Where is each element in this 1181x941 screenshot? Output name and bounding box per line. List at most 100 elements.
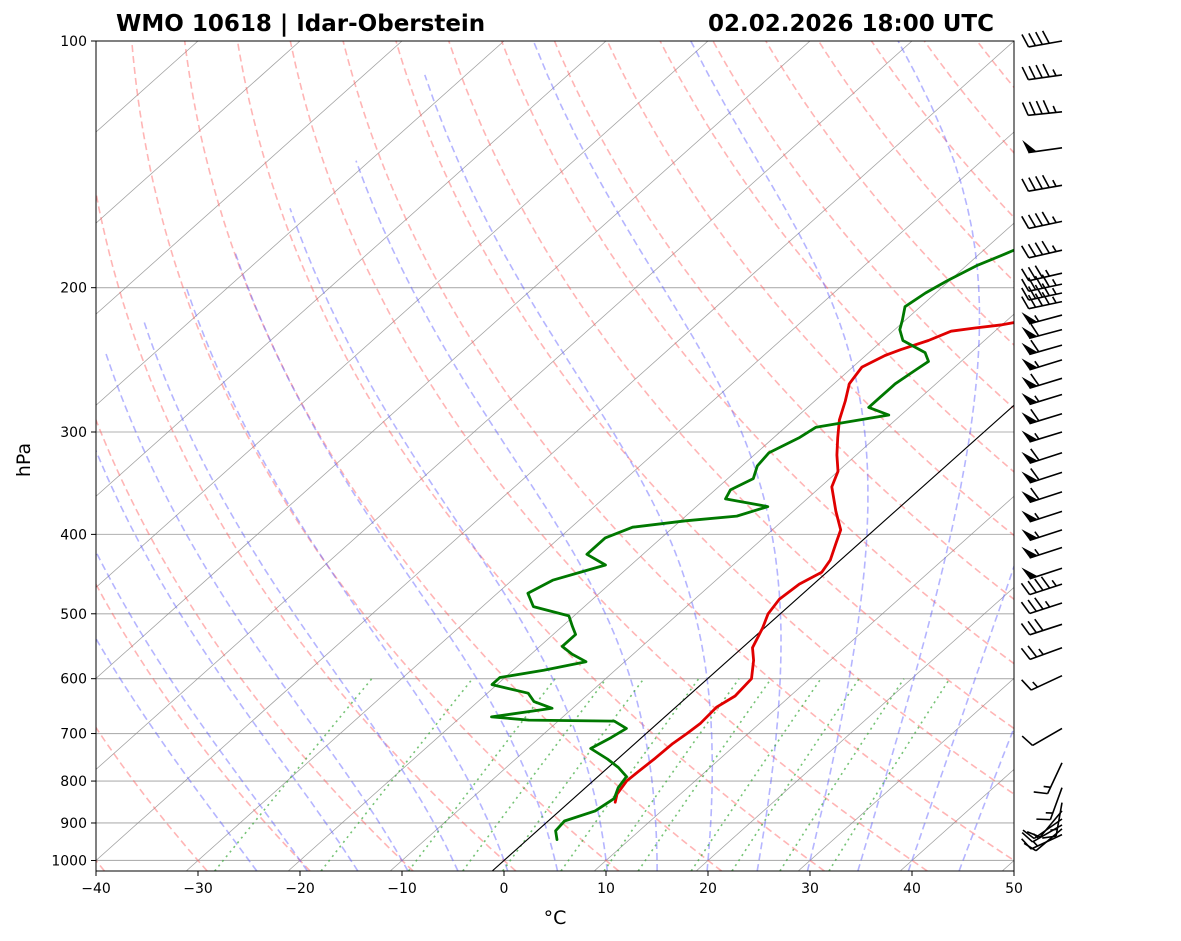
wind-barb-flag — [1021, 451, 1038, 464]
wind-barb — [1021, 824, 1063, 843]
wind-barb — [1021, 393, 1063, 406]
dry-adiabat — [606, 41, 1014, 537]
wind-barb-staff — [1029, 471, 1063, 484]
y-axis-ticks: 1000 900 800 700 600 500 400 300 200 100 — [51, 34, 96, 869]
wind-barb-full — [1034, 578, 1044, 591]
wind-barb-full — [1034, 242, 1044, 256]
isotherm-gridline — [96, 41, 505, 406]
wind-barb-full — [1021, 735, 1034, 747]
moist-adiabat — [143, 321, 459, 871]
moist-adiabat — [424, 74, 714, 871]
wind-barb-full — [1034, 597, 1044, 610]
wind-barb-staff — [1028, 74, 1063, 81]
wind-barb-flag — [1021, 430, 1038, 442]
y-tick-label: 300 — [60, 425, 87, 441]
chart-title-station: WMO 10618 | Idar-Oberstein — [116, 11, 485, 37]
moist-adiabat — [289, 208, 609, 871]
wind-barb — [1021, 510, 1063, 523]
wind-barb-half — [1034, 432, 1040, 440]
wind-barb-full — [1030, 323, 1040, 337]
wind-barb-staff — [1049, 787, 1063, 820]
wind-barb — [1022, 140, 1063, 154]
wind-barb — [1021, 339, 1063, 356]
wind-barb — [1022, 818, 1063, 840]
dry-adiabat — [96, 188, 517, 871]
wind-barb-full — [1027, 243, 1037, 257]
wind-barb-staff — [1029, 623, 1063, 636]
x-tick-label: −10 — [387, 881, 417, 897]
wind-barb-full — [1021, 831, 1034, 843]
wind-barb — [1021, 373, 1063, 390]
wind-barb-full — [1028, 101, 1036, 115]
wind-barb-staff — [1029, 451, 1063, 464]
wind-barb — [1021, 408, 1063, 425]
wind-barb-full — [1027, 645, 1038, 658]
wind-barb-staff — [1028, 272, 1063, 282]
wind-barb-full — [1041, 291, 1050, 305]
wind-barb-full — [1035, 31, 1044, 45]
wind-barb-half — [1051, 287, 1057, 295]
wind-barb-full — [1041, 30, 1050, 44]
wind-barb — [1020, 618, 1063, 636]
wind-barb-staff — [1035, 828, 1063, 852]
moist-adiabat — [857, 41, 981, 871]
wind-barb-full — [1020, 268, 1030, 282]
x-tick-label: −40 — [81, 881, 111, 897]
wind-barbs — [1020, 30, 1063, 852]
wind-barb — [1021, 63, 1063, 81]
profile-series — [490, 248, 1014, 841]
wind-barb-half — [1034, 315, 1040, 322]
mixing-ratio-lines — [214, 678, 951, 871]
wind-barb-full — [1034, 213, 1044, 226]
wind-barb-half — [1034, 548, 1040, 556]
wind-barb-full — [1021, 296, 1030, 310]
y-tick-label: 800 — [60, 774, 87, 790]
wind-barb-half — [1032, 681, 1039, 688]
plot-area — [96, 41, 1181, 871]
mixing-ratio-line — [828, 678, 951, 871]
wind-barb — [1021, 30, 1063, 48]
x-tick-label: 20 — [699, 881, 717, 897]
wind-barb-full — [1041, 274, 1050, 288]
x-tick-label: 30 — [801, 881, 819, 897]
moist-adiabat — [96, 448, 359, 871]
mixing-ratio-line — [502, 678, 645, 871]
wind-barb-full — [1021, 66, 1030, 81]
wind-barb-half — [1052, 105, 1057, 113]
isotherm-gridline — [96, 41, 301, 224]
isotherm-gridline — [96, 41, 709, 588]
wind-barb-full — [1030, 448, 1040, 461]
wind-barb-full — [1041, 283, 1050, 297]
wind-barb-half — [1051, 278, 1057, 286]
wind-barb-staff — [1029, 602, 1063, 615]
mixing-ratio-line — [462, 678, 607, 871]
dry-adiabat — [1083, 41, 1181, 871]
wind-barb-full — [1027, 286, 1037, 300]
dry-adiabat — [183, 41, 723, 871]
wind-barb-full — [1020, 647, 1031, 660]
mixing-ratio-line — [320, 678, 474, 871]
wind-barb-full — [1035, 100, 1043, 115]
wind-barb-full — [1028, 32, 1037, 47]
x-tick-label: 40 — [903, 881, 921, 897]
wind-barb-full — [1027, 620, 1037, 634]
wind-barb — [1033, 762, 1063, 795]
wind-barb-flag — [1021, 529, 1038, 541]
wind-barb-full — [1021, 34, 1030, 48]
wind-barb-full — [1034, 265, 1044, 279]
wind-barb-full — [1021, 287, 1030, 301]
wind-barb-half — [1051, 296, 1057, 304]
wind-barb-full — [1033, 791, 1048, 795]
wind-barb-flag — [1021, 312, 1038, 324]
wind-barb-flag — [1021, 393, 1038, 405]
wind-barb-full — [1030, 408, 1040, 422]
wind-barb-staff — [1028, 40, 1063, 48]
wind-barb — [1021, 567, 1063, 580]
wind-barb-full — [1042, 63, 1050, 78]
wind-barb-full — [1030, 487, 1040, 500]
wind-barb-staff — [1028, 328, 1063, 340]
wind-barb-staff — [1028, 110, 1063, 117]
dry-adiabat — [659, 41, 1014, 473]
wind-barb-full — [1020, 582, 1031, 596]
